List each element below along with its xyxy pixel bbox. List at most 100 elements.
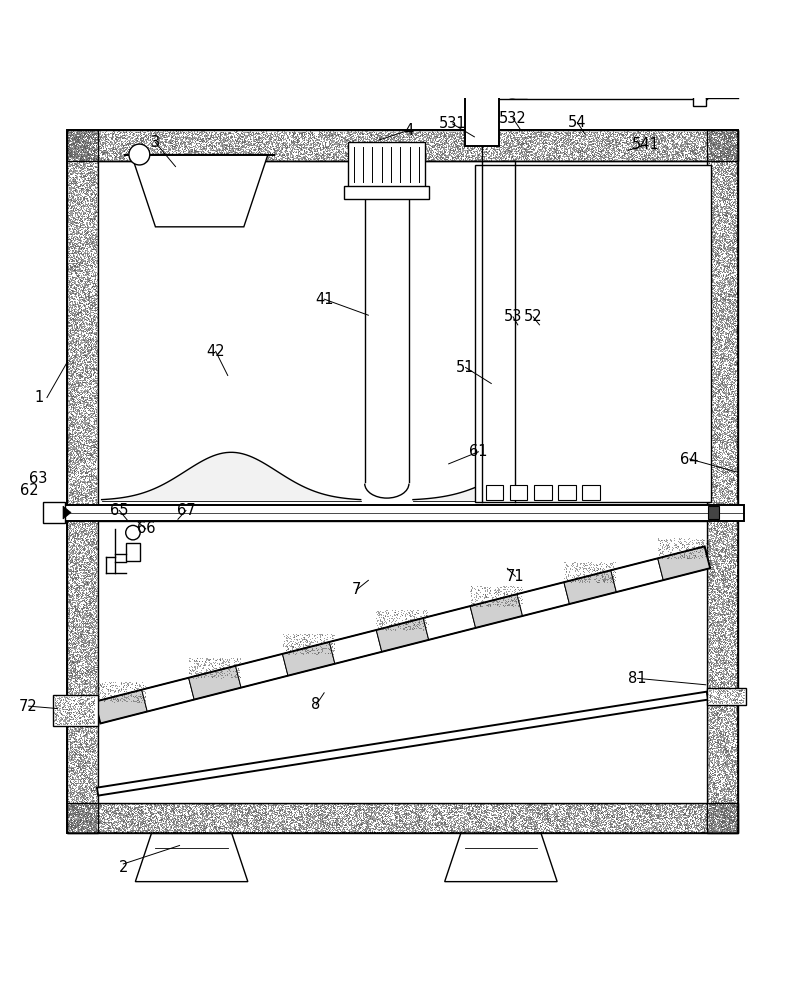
Point [705, 713, 718, 729]
Point [712, 338, 725, 354]
Point [71, 796, 84, 812]
Point [89, 433, 102, 449]
Point [566, 137, 579, 153]
Point [66, 571, 79, 587]
Point [86, 124, 99, 140]
Point [702, 337, 715, 353]
Point [78, 810, 91, 826]
Point [100, 805, 113, 821]
Point [82, 546, 95, 562]
Point [481, 139, 494, 155]
Point [312, 125, 325, 141]
Point [363, 145, 376, 161]
Point [80, 679, 93, 695]
Point [384, 806, 397, 822]
Point [66, 506, 79, 522]
Point [74, 790, 87, 806]
Point [74, 699, 87, 715]
Point [258, 801, 271, 817]
Point [716, 604, 729, 620]
Point [725, 811, 738, 827]
Point [318, 143, 331, 159]
Point [187, 135, 200, 151]
Point [85, 366, 98, 382]
Point [501, 799, 514, 815]
Point [66, 816, 79, 832]
Point [724, 622, 737, 638]
Point [320, 819, 333, 835]
Point [726, 325, 739, 341]
Point [426, 144, 439, 160]
Point [74, 146, 87, 162]
Point [573, 814, 586, 830]
Point [163, 151, 176, 167]
Point [697, 816, 709, 832]
Point [712, 449, 725, 465]
Point [667, 799, 680, 815]
Point [532, 821, 545, 837]
Point [720, 136, 733, 152]
Point [72, 142, 85, 158]
Point [721, 427, 734, 443]
Point [83, 150, 96, 166]
Point [62, 724, 75, 740]
Point [506, 592, 519, 608]
Point [473, 809, 486, 825]
Point [705, 272, 718, 288]
Point [216, 140, 229, 156]
Point [716, 124, 729, 140]
Point [68, 381, 81, 397]
Point [87, 308, 100, 324]
Point [370, 606, 383, 622]
Point [709, 163, 722, 179]
Point [659, 150, 672, 166]
Point [307, 807, 320, 823]
Point [667, 806, 680, 822]
Point [218, 131, 231, 147]
Point [706, 799, 719, 815]
Point [371, 127, 383, 143]
Point [426, 814, 439, 830]
Point [74, 150, 87, 166]
Point [542, 825, 555, 841]
Point [98, 815, 111, 831]
Point [307, 134, 320, 150]
Point [75, 345, 88, 361]
Point [87, 535, 100, 551]
Point [210, 821, 222, 837]
Point [716, 429, 729, 445]
Point [65, 760, 78, 776]
Point [65, 711, 78, 727]
Point [722, 588, 735, 604]
Point [284, 133, 297, 149]
Point [704, 786, 717, 802]
Point [715, 413, 728, 429]
Point [726, 670, 739, 686]
Point [688, 147, 701, 163]
Point [74, 800, 87, 816]
Point [66, 276, 78, 292]
Point [246, 807, 259, 823]
Point [709, 784, 722, 800]
Point [169, 142, 182, 158]
Point [699, 818, 712, 834]
Point [726, 542, 739, 558]
Point [714, 503, 726, 519]
Point [84, 732, 97, 748]
Point [127, 800, 140, 816]
Point [371, 126, 384, 142]
Point [70, 500, 83, 516]
Point [418, 817, 431, 833]
Point [78, 218, 91, 234]
Point [89, 338, 102, 354]
Point [676, 147, 688, 163]
Point [409, 822, 421, 838]
Point [718, 572, 731, 588]
Point [78, 793, 91, 809]
Point [220, 140, 233, 156]
Point [174, 818, 187, 834]
Point [317, 127, 330, 143]
Point [722, 493, 735, 509]
Point [79, 695, 92, 711]
Point [81, 789, 94, 805]
